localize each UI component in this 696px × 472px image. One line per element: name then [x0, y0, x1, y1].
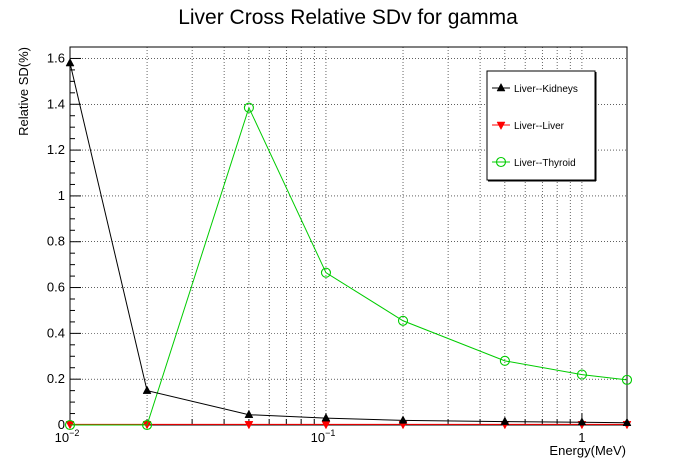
plot-frame — [69, 46, 628, 426]
series-liver-thyroid — [64, 102, 633, 431]
series-line — [70, 106, 628, 426]
data-point — [65, 58, 75, 67]
data-point — [244, 409, 254, 418]
data-point — [621, 374, 633, 385]
legend-marker — [496, 121, 506, 131]
legend: Liver--Kidneys Liver--Liver Liver--Thyroid — [486, 70, 597, 182]
data-point — [320, 267, 332, 278]
legend-marker — [495, 156, 507, 168]
series-liver-kidneys — [65, 58, 632, 426]
legend-entry-label: Liver--Thyroid — [514, 158, 576, 169]
y-tick-label: 0 — [58, 417, 65, 432]
x-axis-label: Energy(MeV) — [549, 443, 626, 458]
series-layer — [64, 58, 633, 431]
legend-entry-label: Liver--Liver — [514, 121, 565, 132]
x-tick-label: 1 — [578, 430, 585, 445]
data-point — [142, 419, 153, 431]
data-point — [244, 421, 254, 430]
legend-marker — [496, 82, 506, 92]
data-point — [142, 385, 152, 394]
y-tick-label: 0.6 — [47, 280, 65, 295]
data-point — [576, 369, 587, 380]
data-point — [243, 102, 254, 113]
x-tick-label: 10−2 — [55, 428, 80, 445]
y-tick-label: 0.4 — [47, 325, 65, 340]
data-point — [398, 415, 408, 424]
data-point — [397, 315, 409, 326]
y-tick-label: 0.2 — [47, 371, 65, 386]
data-point — [622, 417, 632, 426]
data-point — [499, 355, 510, 366]
y-tick-label: 1.4 — [47, 96, 65, 111]
data-point — [64, 419, 76, 431]
data-point — [577, 417, 587, 426]
y-tick-label: 1.2 — [47, 142, 65, 157]
y-tick-label: 1.6 — [47, 50, 65, 65]
y-axis-label: Relative SD(%) — [16, 47, 31, 136]
data-point — [321, 413, 331, 422]
y-tick-label: 0.8 — [47, 234, 65, 249]
data-point — [500, 416, 510, 425]
legend-entry-label: Liver--Kidneys — [514, 84, 578, 95]
y-tick-label: 1 — [58, 188, 65, 203]
x-tick-label: 10−1 — [311, 428, 336, 445]
series-line — [69, 62, 628, 424]
chart-title: Liver Cross Relative SDv for gamma — [178, 6, 518, 29]
